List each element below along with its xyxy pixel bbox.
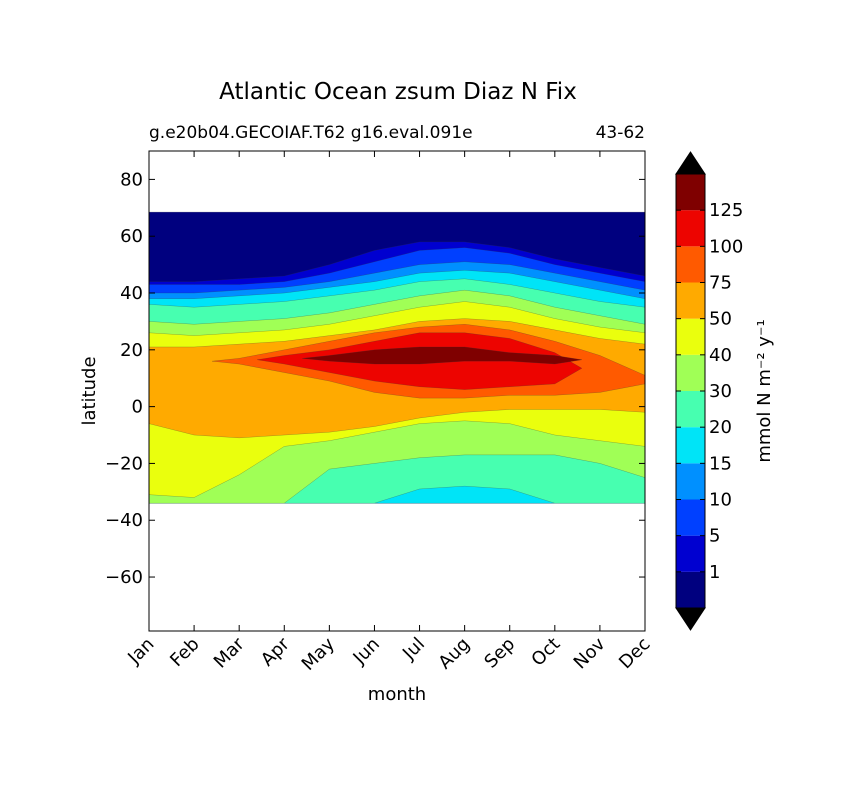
colorbar-tick-label: 40 [709, 345, 732, 366]
colorbar-segment [676, 427, 705, 464]
colorbar-segment [676, 246, 705, 283]
x-tick-label: Jan [123, 634, 158, 669]
y-tick-label: 20 [120, 340, 143, 361]
x-tick-label: Jul [398, 634, 429, 665]
colorbar-tick-label: 10 [709, 490, 732, 511]
colorbar-tick-label: 75 [709, 273, 732, 294]
y-tick-label: −40 [105, 510, 143, 531]
colorbar-tick-label: 5 [709, 526, 720, 547]
x-tick-label: Feb [166, 634, 203, 671]
colorbar-label: mmol N m⁻² y⁻¹ [754, 319, 775, 462]
chart-subtitle-left: g.e20b04.GECOIAF.T62 g16.eval.091e [149, 123, 473, 143]
chart-subtitle-right: 43-62 [596, 123, 645, 143]
colorbar-segment [676, 354, 705, 391]
contour-band-above-150 [302, 346, 583, 365]
x-tick-label: Dec [615, 634, 654, 673]
y-axis-ticks: 80 60 40 20 0 −20 −40 −60 [105, 169, 645, 588]
x-tick-label: Mar [210, 633, 249, 672]
x-tick-label: Sep [480, 634, 519, 673]
colorbar-tick-label: 1 [709, 562, 720, 583]
colorbar-segment [676, 210, 705, 247]
colorbar-tick-label: 15 [709, 453, 732, 474]
y-tick-label: 0 [132, 397, 143, 418]
colorbar-tick-label: 20 [709, 417, 732, 438]
colorbar-segment [676, 282, 705, 319]
x-tick-label: Nov [570, 633, 610, 673]
colorbar-segment [676, 535, 705, 572]
colorbar-extend-high [675, 151, 706, 175]
x-tick-label: May [298, 633, 339, 674]
x-tick-label: Apr [257, 633, 294, 670]
y-tick-label: 40 [120, 283, 143, 304]
colorbar-extend-low [675, 607, 706, 631]
contour-bands [149, 211, 645, 504]
x-axis-label: month [368, 684, 426, 705]
colorbar-tick-label: 50 [709, 309, 732, 330]
colorbar-segment [676, 174, 705, 211]
colorbar-segment [676, 318, 705, 355]
colorbar-segment [676, 391, 705, 428]
x-tick-label: Jun [349, 634, 384, 669]
colorbar-segment [676, 463, 705, 500]
x-tick-label: Aug [434, 634, 474, 674]
colorbar-tick-label: 100 [709, 236, 743, 257]
y-tick-label: −20 [105, 453, 143, 474]
colorbar-segment [676, 499, 705, 536]
colorbar-tick-label: 125 [709, 200, 743, 221]
y-tick-label: 60 [120, 226, 143, 247]
chart-title: Atlantic Ocean zsum Diaz N Fix [219, 79, 577, 105]
plot-frame [148, 150, 646, 632]
y-axis-label: latitude [79, 356, 100, 425]
colorbar-segment [676, 571, 705, 608]
y-tick-label: 80 [120, 169, 143, 190]
y-tick-label: −60 [105, 567, 143, 588]
x-tick-label: Oct [527, 634, 564, 671]
colorbar-tick-label: 30 [709, 381, 732, 402]
